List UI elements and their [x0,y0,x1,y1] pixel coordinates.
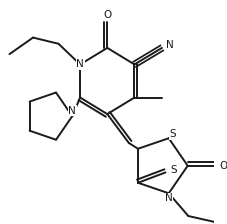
Text: N: N [76,59,84,69]
Text: S: S [169,129,176,139]
Text: N: N [68,106,76,116]
Text: N: N [166,40,174,50]
Text: S: S [170,165,177,175]
Text: N: N [165,194,173,203]
Text: O: O [219,161,227,171]
Text: O: O [103,10,111,20]
